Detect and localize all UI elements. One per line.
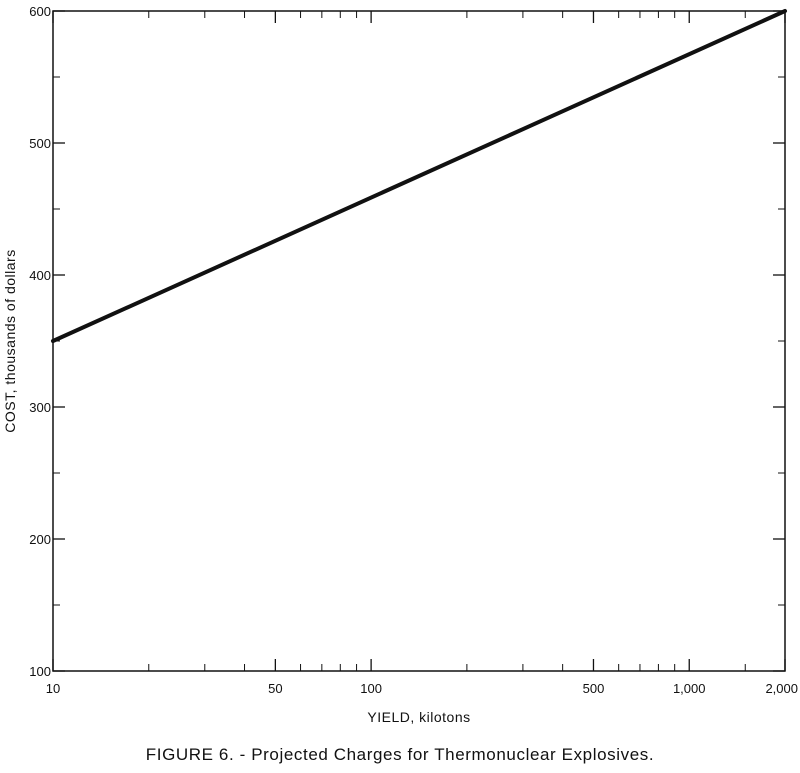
y-tick-label: 500 bbox=[29, 136, 51, 151]
cost-line bbox=[51, 9, 787, 343]
x-tick-label: 500 bbox=[583, 681, 605, 696]
x-tick-label: 2,000 bbox=[765, 681, 798, 696]
y-tick-label: 400 bbox=[29, 268, 51, 283]
y-tick-label: 200 bbox=[29, 532, 51, 547]
y-tick-label: 600 bbox=[29, 4, 51, 19]
series bbox=[51, 9, 787, 343]
y-axis-title: COST, thousands of dollars bbox=[2, 249, 18, 432]
tick-labels: 10 50 100 500 1,000 2,000 100 200 300 400 500 600 bbox=[29, 4, 798, 696]
x-tick-label: 1,000 bbox=[673, 681, 706, 696]
ticks bbox=[52, 10, 786, 672]
y-tick-label: 100 bbox=[29, 664, 51, 679]
x-tick-label: 100 bbox=[360, 681, 382, 696]
y-tick-label: 300 bbox=[29, 400, 51, 415]
x-axis-title: YIELD, kilotons bbox=[367, 709, 470, 725]
plot-frame bbox=[52, 10, 786, 672]
x-tick-label: 50 bbox=[268, 681, 282, 696]
x-tick-label: 10 bbox=[46, 681, 60, 696]
figure-caption: FIGURE 6. - Projected Charges for Thermo… bbox=[146, 745, 654, 764]
